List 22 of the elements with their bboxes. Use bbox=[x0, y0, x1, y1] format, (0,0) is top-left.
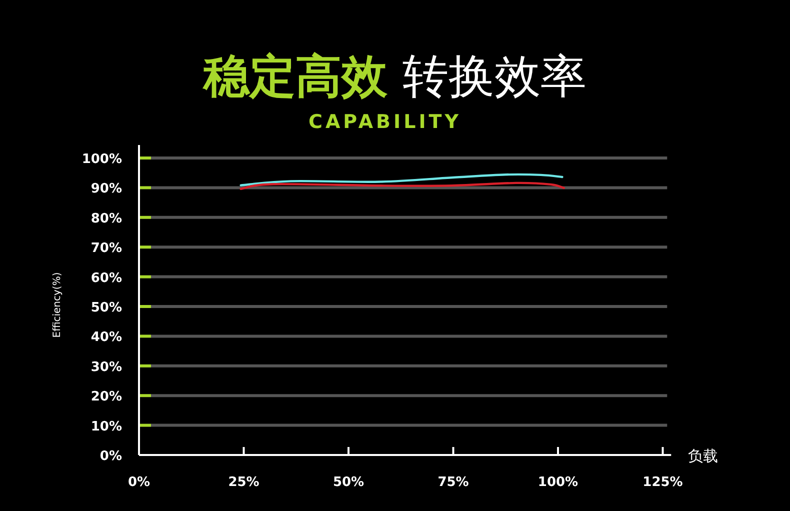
y-tick-label: 0% bbox=[100, 449, 122, 464]
y-tick-label: 70% bbox=[90, 241, 122, 256]
y-tick-label: 20% bbox=[90, 390, 122, 405]
y-tick-label: 90% bbox=[90, 182, 122, 197]
line-series bbox=[240, 173, 564, 186]
x-axis-title: 负载 bbox=[688, 447, 718, 465]
x-tick-label: 125% bbox=[642, 475, 683, 490]
x-tick-label: 25% bbox=[228, 475, 260, 490]
y-tick-label: 80% bbox=[90, 211, 122, 226]
y-tick-label: 100% bbox=[82, 152, 122, 167]
x-tick-label: 0% bbox=[128, 475, 150, 490]
x-tick-label: 75% bbox=[438, 475, 469, 490]
chart-subtitle: CAPABILITY bbox=[308, 111, 462, 133]
y-axis-title: Efficiency(%) bbox=[52, 272, 63, 338]
chart-title: 稳定高效 转换效率 bbox=[202, 49, 586, 103]
y-tick-label: 30% bbox=[90, 360, 122, 375]
y-tick-label: 40% bbox=[90, 330, 122, 346]
y-tick-label: 50% bbox=[90, 300, 122, 316]
x-tick-label: 50% bbox=[332, 475, 364, 490]
y-tick-label: 10% bbox=[90, 419, 122, 434]
x-tick-label: 100% bbox=[538, 475, 578, 490]
y-tick-label: 60% bbox=[90, 270, 122, 286]
